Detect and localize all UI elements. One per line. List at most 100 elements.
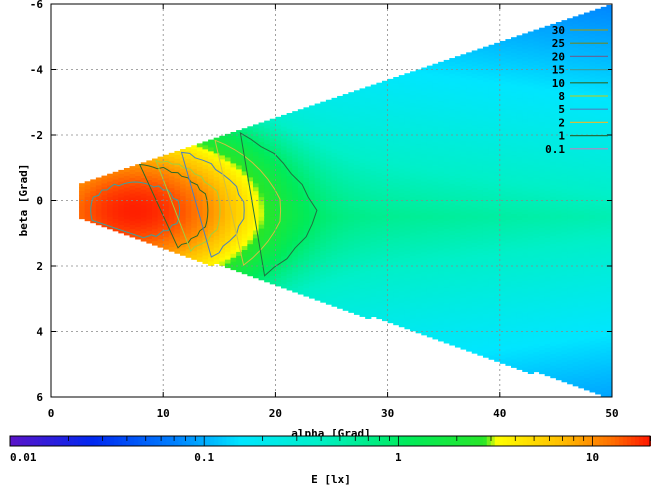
colorbar-cell — [90, 436, 95, 446]
colorbar-cell — [218, 436, 223, 446]
colorbar-cell — [530, 436, 536, 446]
colorbar-cell — [582, 436, 588, 446]
colorbar-cell — [490, 436, 496, 446]
colorbar-cell — [410, 436, 416, 446]
colorbar-cell — [250, 436, 255, 446]
legend-entry-label: 1 — [558, 130, 565, 143]
colorbar-cell — [298, 436, 303, 446]
colorbar-cell — [478, 436, 484, 446]
colorbar-cell — [150, 436, 155, 446]
colorbar-cell — [514, 436, 520, 446]
colorbar-cell — [30, 436, 35, 446]
colorbar-cell — [46, 436, 51, 446]
colorbar-cell — [162, 436, 167, 446]
colorbar-cell — [290, 436, 295, 446]
colorbar-cell — [258, 436, 263, 446]
heatmap-field — [79, 4, 612, 397]
colorbar-cell — [506, 436, 512, 446]
colorbar-cell — [602, 436, 608, 446]
colorbar-cell — [402, 436, 408, 446]
colorbar-cell — [102, 436, 107, 446]
colorbar-cell — [438, 436, 444, 446]
colorbar-cell — [390, 436, 396, 446]
colorbar-cell — [58, 436, 63, 446]
colorbar-cell — [542, 436, 548, 446]
x-tick-label: 10 — [157, 407, 170, 420]
x-tick-label: 50 — [605, 407, 618, 420]
colorbar-cell — [226, 436, 231, 446]
colorbar-cell — [198, 436, 203, 446]
colorbar-cell — [70, 436, 75, 446]
colorbar-cell — [538, 436, 544, 446]
colorbar-cell — [278, 436, 283, 446]
colorbar-cell — [22, 436, 27, 446]
colorbar-cell — [282, 436, 287, 446]
colorbar-cell — [306, 436, 311, 446]
colorbar-cell — [206, 436, 211, 446]
colorbar-cell — [114, 436, 119, 446]
colorbar-cell — [106, 436, 111, 446]
colorbar-cell — [522, 436, 528, 446]
colorbar-cell — [578, 436, 584, 446]
colorbar-cell — [234, 436, 239, 446]
colorbar-cell — [442, 436, 448, 446]
contour-level-15 — [90, 181, 181, 239]
colorbar-cell — [122, 436, 127, 446]
colorbar-cell — [426, 436, 432, 446]
colorbar-cell — [462, 436, 468, 446]
colorbar-cell — [98, 436, 103, 446]
colorbar-cell — [374, 436, 380, 446]
x-tick-label: 40 — [493, 407, 506, 420]
colorbar-cell — [606, 436, 612, 446]
colorbar-cell — [138, 436, 143, 446]
legend-entry-label: 30 — [552, 24, 565, 37]
y-tick-label: -6 — [30, 0, 44, 11]
colorbar-cell — [10, 436, 15, 446]
colorbar-cell — [634, 436, 640, 446]
y-tick-label: 4 — [36, 326, 43, 339]
legend-entry-label: 25 — [552, 37, 565, 50]
colorbar-cell — [118, 436, 123, 446]
y-tick-label: 6 — [36, 391, 43, 404]
y-axis-ticks: -6 -4 -2 0 2 4 6 — [30, 0, 612, 404]
colorbar-cell — [346, 436, 352, 446]
colorbar-cell — [74, 436, 79, 446]
colorbar-cell — [586, 436, 592, 446]
colorbar-cell — [470, 436, 476, 446]
colorbar-label: E [lx] — [311, 473, 351, 486]
colorbar-cell — [622, 436, 628, 446]
colorbar-cell — [42, 436, 47, 446]
colorbar-cell — [486, 436, 492, 446]
colorbar-cell — [574, 436, 580, 446]
colorbar-cell — [238, 436, 243, 446]
colorbar-cell — [110, 436, 115, 446]
colorbar-cell — [430, 436, 436, 446]
colorbar-cell — [554, 436, 560, 446]
colorbar-cell — [82, 436, 87, 446]
colorbar-tick-label: 1 — [395, 451, 402, 464]
colorbar-cell — [222, 436, 227, 446]
colorbar-cell — [270, 436, 275, 446]
colorbar-cell — [302, 436, 307, 446]
colorbar-cell — [626, 436, 632, 446]
colorbar-cell — [158, 436, 163, 446]
legend-entry-label: 0.1 — [545, 143, 565, 156]
colorbar-cell — [170, 436, 175, 446]
colorbar-cell — [610, 436, 616, 446]
colorbar-cell — [146, 436, 151, 446]
colorbar-cell — [254, 436, 259, 446]
colorbar-cell — [326, 436, 331, 446]
colorbar-cell — [126, 436, 131, 446]
colorbar-cell — [338, 436, 344, 446]
colorbar-cell — [598, 436, 604, 446]
colorbar-cell — [134, 436, 139, 446]
colorbar-cell — [422, 436, 428, 446]
colorbar-cell — [590, 436, 596, 446]
legend-entry-label: 10 — [552, 77, 565, 90]
colorbar-cell — [558, 436, 564, 446]
colorbar-cell — [502, 436, 508, 446]
legend-entry-label: 5 — [558, 103, 565, 116]
colorbar-cell — [394, 436, 400, 446]
colorbar-cell — [350, 436, 356, 446]
